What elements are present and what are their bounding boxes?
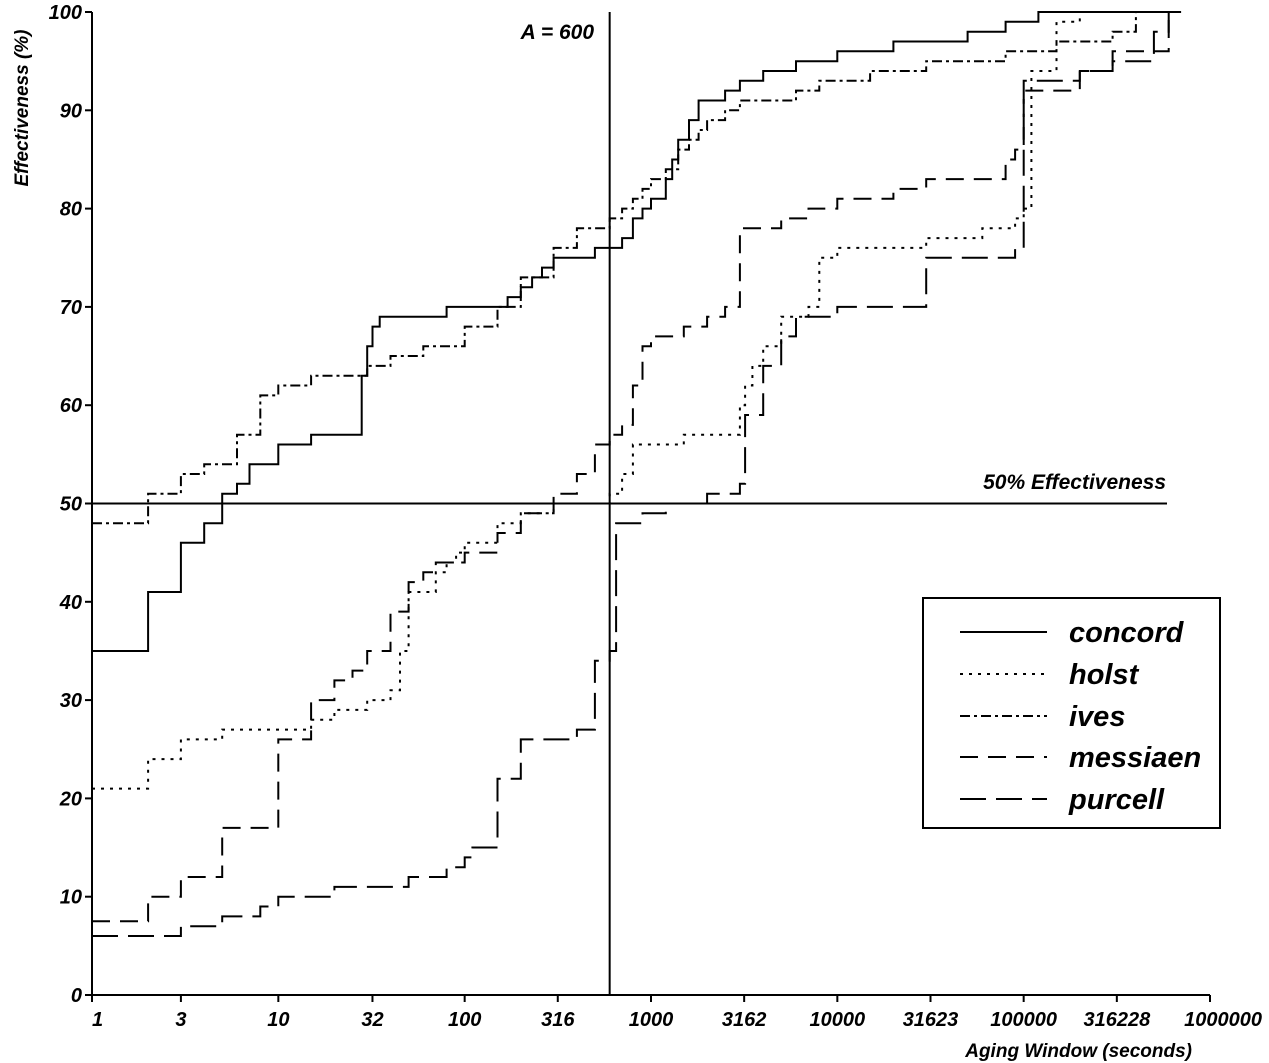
y-tick-label: 30 (60, 690, 82, 712)
y-tick-label: 100 (49, 2, 82, 24)
x-tick-label: 100000 (990, 1009, 1057, 1031)
legend-label-ives: ives (1069, 701, 1125, 733)
fifty-percent-label: 50% Effectiveness (983, 471, 1166, 494)
x-tick-label: 10 (267, 1009, 289, 1031)
series-purcell (92, 12, 1170, 937)
series-ives (92, 11, 1169, 525)
x-tick-label: 32 (361, 1009, 383, 1031)
y-tick-label: 70 (60, 297, 82, 319)
x-tick-label: 316228 (1083, 1009, 1151, 1031)
series-lines (92, 11, 1182, 937)
y-tick-label: 40 (59, 592, 82, 614)
x-tick-label: 10000 (810, 1009, 866, 1031)
legend-label-purcell: purcell (1068, 784, 1165, 816)
y-tick-label: 20 (59, 788, 82, 810)
axes: 0 10 20 30 40 50 60 70 80 90 100 1 3 10 32 100 316 1000 31… (49, 2, 1262, 1031)
x-tick-label: 1 (92, 1009, 103, 1031)
x-tick-label: 3162 (722, 1009, 767, 1031)
x-tick-label: 1000000 (1184, 1009, 1262, 1031)
y-tick-label: 60 (60, 395, 82, 417)
y-axis-label: Effectiveness (%) (12, 30, 33, 187)
a-600-label: A = 600 (520, 21, 595, 44)
y-tick-label: 10 (60, 887, 82, 909)
series-concord (92, 11, 1182, 652)
y-tick-label: 80 (60, 199, 82, 221)
x-tick-label: 316 (541, 1009, 575, 1031)
x-tick-label: 1000 (629, 1009, 674, 1031)
x-tick-label: 100 (448, 1009, 481, 1031)
legend: concord holst ives messiaen purcell (922, 597, 1221, 829)
legend-label-messiaen: messiaen (1069, 742, 1201, 774)
series-messiaen (92, 12, 1170, 923)
y-tick-label: 50 (60, 494, 82, 516)
legend-box (922, 597, 1221, 829)
x-axis-label: Aging Window (seconds) (964, 1041, 1192, 1062)
y-tick-label: 90 (60, 100, 82, 122)
legend-label-concord: concord (1069, 617, 1185, 649)
x-tick-label: 3 (175, 1009, 186, 1031)
y-tick-label: 0 (71, 985, 82, 1007)
x-tick-label: 31623 (903, 1009, 959, 1031)
legend-label-holst: holst (1069, 659, 1140, 691)
